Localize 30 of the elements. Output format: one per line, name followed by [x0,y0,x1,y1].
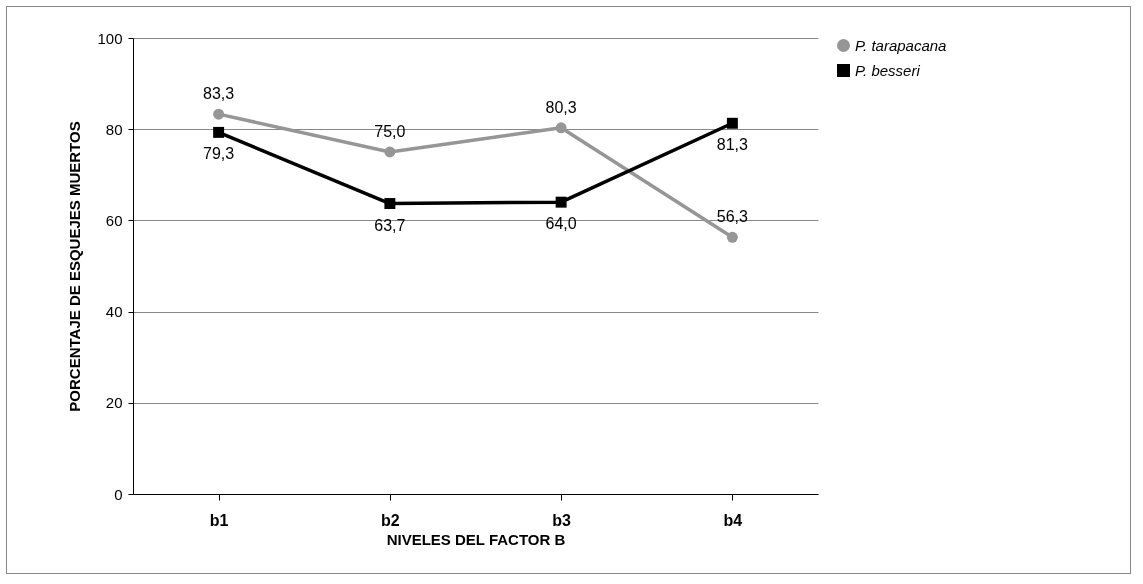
x-tick-label: b1 [209,511,229,529]
y-tick-label: 40 [105,303,123,321]
data-label: 83,3 [203,85,235,103]
data-label: 80,3 [545,98,577,116]
y-tick-label: 100 [97,29,123,47]
x-tick-label: b3 [552,511,572,529]
data-label: 79,3 [203,145,235,163]
x-axis-title: NIVELES DEL FACTOR B [386,530,566,548]
point [213,108,225,120]
y-tick-label: 80 [105,120,123,138]
point [555,122,567,134]
point [726,117,738,129]
data-label: 56,3 [716,208,749,226]
data-label: 75,0 [374,123,406,140]
legend-label: P. besseri [855,61,921,79]
y-tick-label: 0 [114,485,123,503]
data-label: 63,7 [374,216,406,234]
y-axis-title: PORCENTAJE DE ESQUEJES MUERTOS [66,121,84,412]
point [384,146,396,158]
data-label: 64,0 [545,215,577,233]
legend-label: P. tarapacana [855,36,947,54]
y-tick-label: 60 [105,211,123,229]
data-label: 81,3 [716,136,749,154]
y-tick-label: 20 [105,394,123,412]
point [555,196,567,208]
point [726,231,738,243]
x-tick-label: b2 [381,511,400,529]
x-tick-label: b4 [723,511,743,529]
point [213,126,225,138]
point [384,198,396,209]
